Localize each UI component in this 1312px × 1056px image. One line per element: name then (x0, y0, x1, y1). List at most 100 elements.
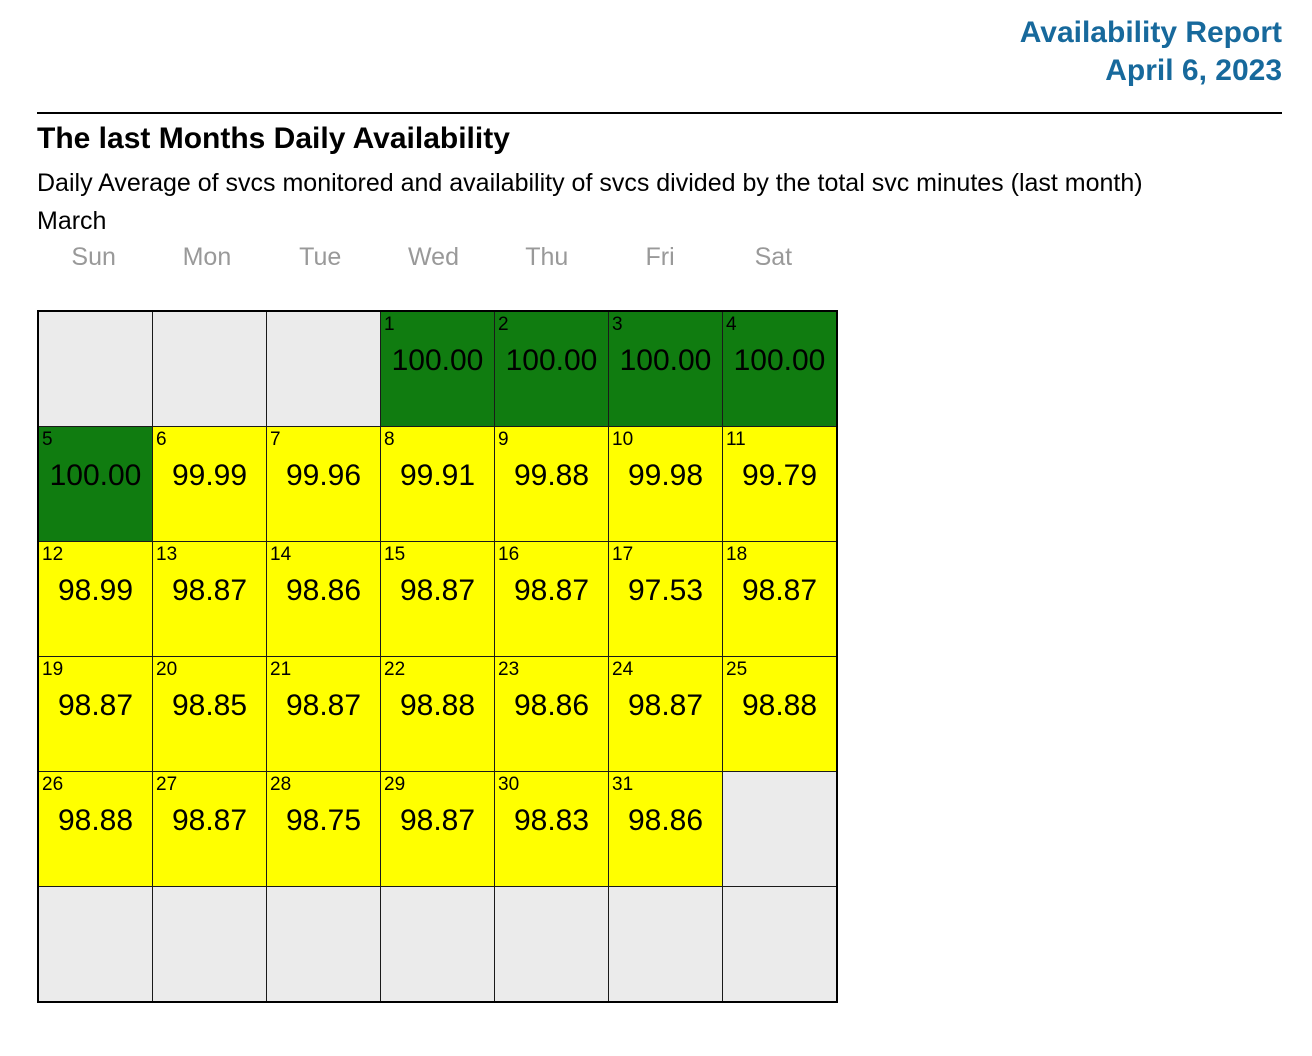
availability-value: 98.86 (513, 689, 590, 722)
calendar-day-cell: 13 98.87 (152, 541, 267, 657)
calendar-day-cell: 11 99.79 (722, 426, 838, 542)
calendar-empty-cell (152, 310, 267, 427)
day-number: 14 (270, 544, 292, 565)
calendar-day-cell: 4 100.00 (722, 310, 838, 427)
availability-calendar: 1 100.00 2 100.00 3 100.00 4 100.00 5 100.00 6 99.9… (37, 310, 838, 1003)
day-number: 23 (498, 659, 520, 680)
header-divider (37, 112, 1282, 114)
availability-value: 98.87 (285, 689, 362, 722)
weekday-label: Sun (71, 243, 116, 271)
day-number: 24 (612, 659, 634, 680)
availability-value: 100.00 (391, 344, 484, 377)
calendar-day-cell: 5 100.00 (37, 426, 153, 542)
calendar-week-row: 5 100.00 6 99.99 7 99.96 8 99.91 9 99.88 10 99.98 11… (37, 426, 838, 542)
calendar-empty-cell (722, 886, 838, 1003)
availability-value: 98.99 (57, 574, 134, 607)
calendar-week-row: 12 98.99 13 98.87 14 98.86 15 98.87 16 98.87 17 97.… (37, 541, 838, 657)
availability-value: 100.00 (505, 344, 598, 377)
calendar-empty-cell (37, 310, 153, 427)
availability-value: 98.87 (513, 574, 590, 607)
calendar-day-cell: 2 100.00 (494, 310, 609, 427)
availability-value: 98.87 (627, 689, 704, 722)
calendar-day-cell: 29 98.87 (380, 771, 495, 887)
calendar-day-cell: 28 98.75 (266, 771, 381, 887)
calendar-day-cell: 3 100.00 (608, 310, 723, 427)
calendar-day-cell: 21 98.87 (266, 656, 381, 772)
calendar-day-cell: 26 98.88 (37, 771, 153, 887)
availability-value: 98.88 (741, 689, 818, 722)
availability-value: 98.87 (399, 804, 476, 837)
weekday-label: Wed (408, 243, 459, 271)
section-subtitle: Daily Average of svcs monitored and avai… (37, 169, 1143, 197)
availability-value: 98.87 (399, 574, 476, 607)
day-number: 31 (612, 774, 634, 795)
report-header: Availability Report April 6, 2023 (37, 14, 1282, 90)
day-number: 20 (156, 659, 178, 680)
availability-value: 98.86 (285, 574, 362, 607)
calendar-day-cell: 8 99.91 (380, 426, 495, 542)
availability-value: 98.85 (171, 689, 248, 722)
calendar-week-row: 1 100.00 2 100.00 3 100.00 4 100.00 (37, 310, 838, 427)
availability-value: 99.88 (513, 459, 590, 492)
calendar-empty-cell (380, 886, 495, 1003)
availability-value: 98.88 (57, 804, 134, 837)
availability-value: 98.87 (741, 574, 818, 607)
calendar-empty-cell (37, 886, 153, 1003)
day-number: 26 (42, 774, 64, 795)
day-number: 15 (384, 544, 406, 565)
calendar-day-cell: 6 99.99 (152, 426, 267, 542)
calendar-day-cell: 23 98.86 (494, 656, 609, 772)
calendar-day-cell: 19 98.87 (37, 656, 153, 772)
calendar-day-cell: 25 98.88 (722, 656, 838, 772)
calendar-day-cell: 9 99.88 (494, 426, 609, 542)
day-number: 8 (384, 429, 395, 450)
calendar-day-cell: 1 100.00 (380, 310, 495, 427)
availability-value: 97.53 (627, 574, 704, 607)
day-number: 12 (42, 544, 64, 565)
availability-value: 99.98 (627, 459, 704, 492)
day-number: 25 (726, 659, 748, 680)
calendar-week-row: 26 98.88 27 98.87 28 98.75 29 98.87 30 98.83 31 98.… (37, 771, 838, 887)
weekday-label: Tue (299, 243, 342, 271)
calendar-day-cell: 18 98.87 (722, 541, 838, 657)
day-number: 21 (270, 659, 292, 680)
calendar-empty-cell (266, 310, 381, 427)
availability-value: 98.88 (399, 689, 476, 722)
availability-value: 99.91 (399, 459, 476, 492)
availability-value: 98.86 (627, 804, 704, 837)
availability-value: 99.96 (285, 459, 362, 492)
day-number: 3 (612, 314, 623, 335)
availability-value: 98.87 (57, 689, 134, 722)
day-number: 27 (156, 774, 178, 795)
calendar-day-cell: 24 98.87 (608, 656, 723, 772)
availability-value: 99.99 (171, 459, 248, 492)
calendar-week-row: 19 98.87 20 98.85 21 98.87 22 98.88 23 98.86 24 98.… (37, 656, 838, 772)
weekday-label: Thu (525, 243, 569, 271)
calendar-day-cell: 27 98.87 (152, 771, 267, 887)
calendar-day-cell: 15 98.87 (380, 541, 495, 657)
report-title: Availability Report (1019, 16, 1282, 49)
availability-value: 98.83 (513, 804, 590, 837)
day-number: 29 (384, 774, 406, 795)
calendar-day-cell: 22 98.88 (380, 656, 495, 772)
calendar-week-row (37, 886, 838, 1003)
day-number: 11 (726, 429, 746, 450)
availability-value: 98.87 (171, 804, 248, 837)
calendar-day-cell: 17 97.53 (608, 541, 723, 657)
availability-value: 100.00 (733, 344, 826, 377)
calendar-day-cell: 20 98.85 (152, 656, 267, 772)
availability-value: 98.75 (285, 804, 362, 837)
calendar-day-cell: 7 99.96 (266, 426, 381, 542)
calendar-empty-cell (266, 886, 381, 1003)
weekday-label: Mon (182, 243, 232, 271)
day-number: 19 (42, 659, 64, 680)
calendar-day-cell: 16 98.87 (494, 541, 609, 657)
calendar-empty-cell (152, 886, 267, 1003)
day-number: 17 (612, 544, 634, 565)
month-label: March (37, 207, 107, 235)
day-number: 28 (270, 774, 292, 795)
calendar-day-cell: 30 98.83 (494, 771, 609, 887)
day-number: 4 (726, 314, 737, 335)
calendar-empty-cell (722, 771, 838, 887)
